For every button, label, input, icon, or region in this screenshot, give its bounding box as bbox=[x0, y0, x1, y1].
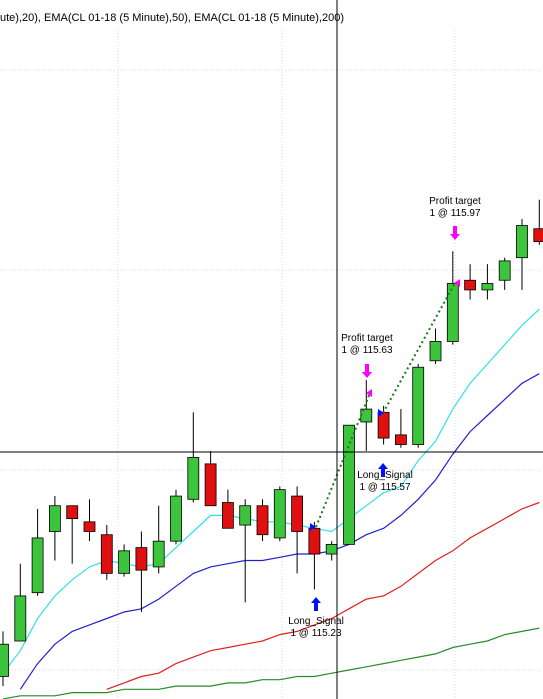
annotation-label: Profit target bbox=[429, 196, 481, 207]
indicator-line bbox=[2, 308, 540, 674]
long-arrow bbox=[311, 597, 321, 611]
candle-body bbox=[204, 463, 217, 507]
candle-body bbox=[239, 505, 252, 526]
candle-body bbox=[273, 489, 286, 539]
candle-body bbox=[118, 550, 130, 574]
candle-body bbox=[291, 495, 304, 532]
candle-body bbox=[170, 495, 182, 542]
candle-body bbox=[343, 424, 355, 545]
candle-body bbox=[0, 643, 9, 677]
indicator-line bbox=[19, 373, 540, 690]
candle-body bbox=[83, 521, 96, 532]
candle-body bbox=[256, 505, 269, 536]
annotation-label: Long_Signal bbox=[357, 470, 413, 481]
candle-body bbox=[533, 228, 543, 242]
annotations: Profit target 1 @ 115.97 Profit target 1… bbox=[288, 196, 481, 639]
candle-body bbox=[14, 595, 27, 642]
candle-body bbox=[464, 279, 477, 291]
annotation-detail: 1 @ 115.63 bbox=[341, 345, 393, 356]
candle-body bbox=[66, 505, 79, 520]
candle-body bbox=[325, 543, 338, 555]
annotation-detail: 1 @ 115.57 bbox=[359, 482, 411, 493]
trade-line bbox=[315, 392, 371, 528]
indicator-line bbox=[2, 627, 540, 699]
candle-body bbox=[394, 434, 407, 445]
candle-body bbox=[429, 341, 442, 362]
candle-body bbox=[135, 547, 148, 571]
candle-body bbox=[100, 534, 113, 574]
candle-body bbox=[187, 457, 200, 500]
candle-body bbox=[360, 408, 373, 423]
trade-lines bbox=[315, 282, 456, 528]
entry-marker bbox=[310, 523, 316, 531]
candle-body bbox=[446, 283, 459, 342]
grid bbox=[0, 30, 543, 699]
annotation-label: Long_Signal bbox=[288, 616, 344, 627]
long-arrow bbox=[378, 463, 388, 477]
candle-body bbox=[481, 283, 494, 291]
target-arrow bbox=[362, 364, 372, 378]
exit-marker bbox=[454, 279, 460, 287]
candle-body bbox=[221, 502, 234, 529]
candle-body bbox=[308, 527, 321, 555]
chart-title: ute),20), EMA(CL 01-18 (5 Minute),50), E… bbox=[0, 12, 344, 24]
indicator-line bbox=[106, 501, 540, 690]
candle-body bbox=[152, 540, 165, 568]
candle-body bbox=[516, 225, 528, 259]
candles bbox=[0, 199, 543, 687]
signal-markers bbox=[310, 226, 460, 611]
annotation-detail: 1 @ 115.97 bbox=[429, 208, 481, 219]
annotation-label: Profit target bbox=[341, 333, 393, 344]
entry-marker bbox=[378, 409, 384, 417]
exit-marker bbox=[366, 389, 372, 397]
candle-body bbox=[498, 260, 511, 281]
candle-body bbox=[377, 411, 390, 439]
candle-body bbox=[49, 505, 61, 532]
indicator-lines bbox=[2, 308, 540, 699]
candle-body bbox=[31, 537, 44, 594]
annotation-detail: 1 @ 115.23 bbox=[290, 628, 342, 639]
target-arrow bbox=[450, 226, 460, 240]
candle-body bbox=[412, 366, 425, 445]
